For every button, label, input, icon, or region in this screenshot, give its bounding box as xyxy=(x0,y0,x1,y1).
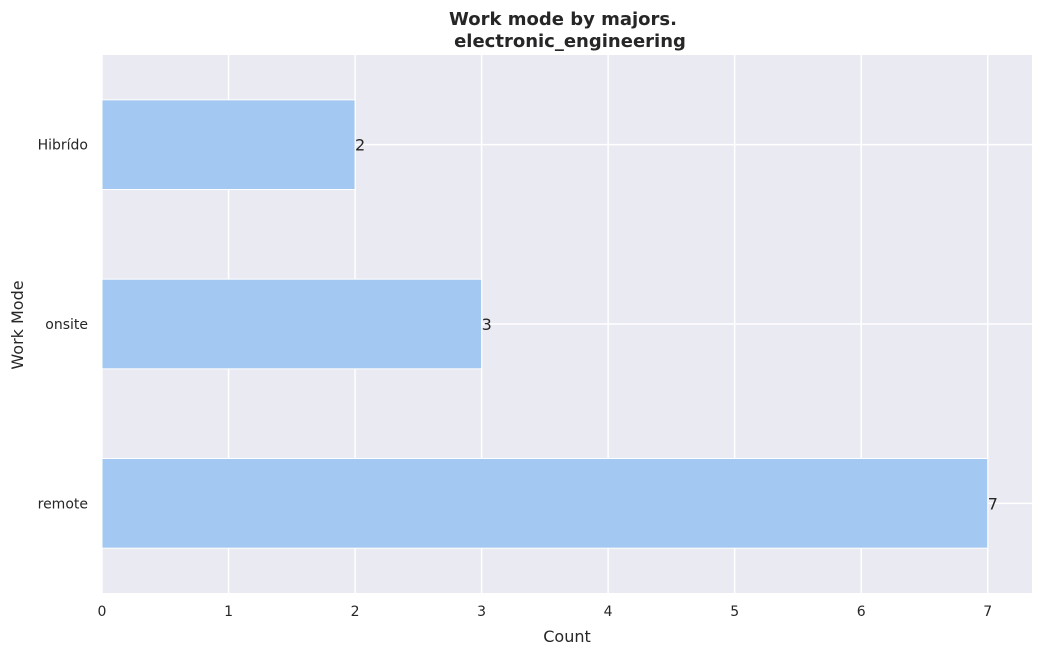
chart-title: Work mode by majors. xyxy=(449,9,677,30)
bar-1 xyxy=(101,278,483,370)
data-labels: 2 3 7 xyxy=(355,136,998,514)
y-axis-label: Work Mode xyxy=(8,280,27,369)
x-axis-label: Count xyxy=(543,627,591,646)
data-label-0: 2 xyxy=(355,136,365,155)
data-label-1: 3 xyxy=(482,315,492,334)
x-tick-label-4: 4 xyxy=(604,604,613,620)
x-tick-label-2: 2 xyxy=(351,604,360,620)
bar-0 xyxy=(101,99,356,190)
y-tick-labels: Hibrído onsite remote xyxy=(38,138,88,513)
bars xyxy=(101,99,989,549)
x-tick-label-1: 1 xyxy=(224,604,233,620)
x-tick-labels: 0 1 2 3 4 5 6 7 xyxy=(98,604,993,620)
y-tick-label-0: Hibrído xyxy=(38,138,88,154)
bar-2 xyxy=(101,458,989,549)
x-tick-label-0: 0 xyxy=(98,604,107,620)
chart-subtitle: electronic_engineering xyxy=(454,31,686,52)
x-tick-label-6: 6 xyxy=(857,604,866,620)
x-tick-label-7: 7 xyxy=(983,604,992,620)
y-tick-label-1: onsite xyxy=(45,317,88,333)
y-tick-label-2: remote xyxy=(38,496,88,512)
x-tick-label-5: 5 xyxy=(730,604,739,620)
x-tick-label-3: 3 xyxy=(477,604,486,620)
data-label-2: 7 xyxy=(988,494,998,513)
